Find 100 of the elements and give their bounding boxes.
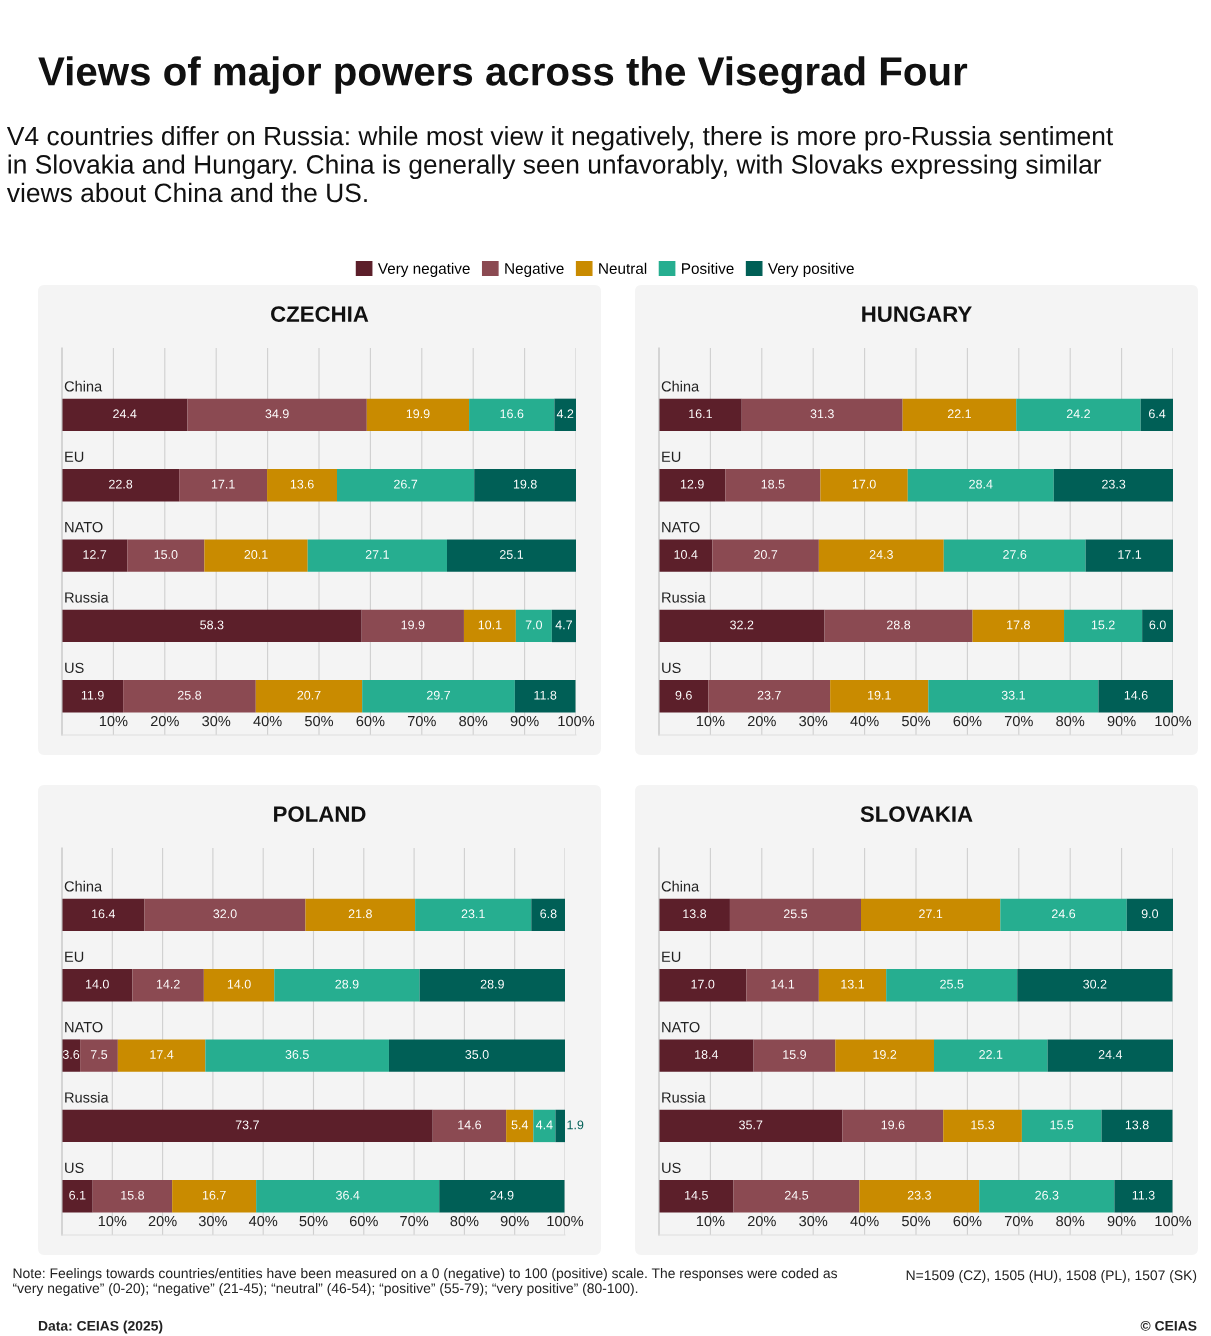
x-tick-label: 90%: [510, 715, 539, 727]
data-label: 35.0: [465, 1050, 489, 1059]
data-label: 14.6: [1124, 690, 1148, 700]
chart-title: HUNGARY: [862, 306, 972, 322]
bar: [659, 469, 726, 502]
y-tick-label: EU: [65, 951, 84, 962]
data-label: 23.7: [757, 690, 781, 700]
data-label: 6.0: [1149, 620, 1166, 630]
bar: [62, 898, 145, 932]
data-label: 28.8: [886, 620, 911, 630]
text: Data: CEIAS (2025): [38, 1320, 163, 1334]
bar: [818, 969, 887, 1002]
y-tick-label: Russia: [662, 1091, 706, 1103]
data-label: 24.4: [113, 409, 137, 419]
x-tick-label: 40%: [248, 1215, 278, 1227]
x-tick-label: 60%: [953, 1215, 982, 1227]
bar: [1021, 1109, 1102, 1143]
data-label: 11.9: [81, 690, 104, 700]
x-tick-label: 80%: [459, 715, 488, 727]
y-tick-label: Russia: [65, 1091, 109, 1103]
bar: [712, 539, 819, 572]
data-label: 33.1: [1001, 690, 1025, 700]
x-tick-label: 60%: [349, 1215, 378, 1227]
data-label: 12.9: [680, 479, 704, 489]
bar: [179, 469, 268, 502]
bar: [835, 1039, 934, 1072]
x-tick-label: 20%: [747, 715, 776, 727]
data-label: 9.0: [1141, 909, 1159, 919]
x-tick-label: 20%: [150, 715, 179, 727]
data-label: 17.4: [150, 1050, 174, 1059]
x-tick-label: 70%: [1004, 1215, 1033, 1227]
bar: [415, 898, 532, 932]
y-tick-label: Russia: [662, 591, 706, 603]
data-label: 58.3: [200, 620, 224, 630]
bar: [515, 609, 552, 643]
bar: [659, 898, 730, 932]
bar: [267, 469, 337, 502]
y-tick-label: Russia: [65, 591, 109, 603]
bar: [1016, 398, 1141, 432]
data-label: 28.4: [969, 479, 993, 489]
data-label: 15.2: [1091, 620, 1115, 630]
data-label: 14.1: [771, 979, 795, 989]
data-label: 6.4: [1149, 409, 1166, 419]
x-tick-label: 30%: [799, 715, 828, 727]
bar: [62, 539, 128, 572]
data-label: 19.9: [401, 620, 425, 630]
data-label: 10.4: [674, 550, 698, 559]
bar: [820, 469, 908, 502]
x-tick-label: 20%: [148, 1215, 177, 1227]
x-tick-label: 80%: [1056, 1215, 1085, 1227]
data-label: 23.3: [1102, 479, 1126, 489]
data-label: 30.2: [1083, 979, 1107, 989]
bar: [474, 469, 576, 502]
data-label: 14.5: [685, 1190, 708, 1200]
data-label: 73.7: [235, 1120, 259, 1130]
bar: [830, 680, 929, 713]
data-label: 16.4: [92, 909, 116, 919]
data-label: 24.4: [1098, 1050, 1123, 1059]
bar: [336, 469, 475, 502]
data-label: 4.7: [555, 620, 572, 630]
bar: [117, 1039, 206, 1072]
text: N=1509 (CZ), 1505 (HU), 1508 (PL), 1507 (SK): [906, 1270, 1197, 1283]
x-tick-label: 10%: [98, 1215, 127, 1227]
bar: [1064, 609, 1143, 643]
data-label: 19.2: [873, 1050, 897, 1059]
bar: [824, 609, 973, 643]
data-label: 21.8: [348, 909, 372, 919]
bar: [861, 898, 1001, 932]
x-tick-label: 80%: [1056, 715, 1085, 727]
bar: [1085, 539, 1173, 572]
bar: [902, 398, 1017, 432]
bar: [62, 398, 188, 432]
y-tick-label: NATO: [662, 521, 700, 533]
data-label: 4.2: [556, 409, 574, 419]
data-label: 24.2: [1066, 409, 1090, 419]
x-tick-label: 10%: [696, 715, 725, 727]
bar: [659, 609, 825, 643]
legend-label: Positive: [682, 262, 734, 274]
bar: [1047, 1039, 1173, 1072]
bar: [859, 1180, 980, 1213]
x-tick-label: 50%: [901, 1215, 931, 1227]
bar: [388, 1039, 565, 1072]
data-label: 22.1: [947, 409, 971, 419]
bar: [1053, 469, 1173, 502]
bar: [446, 539, 576, 572]
bar: [62, 609, 362, 643]
bar: [659, 539, 713, 572]
x-tick-label: 70%: [1004, 715, 1033, 727]
bar: [62, 1109, 433, 1143]
bar: [533, 1109, 556, 1143]
data-label: 6.8: [540, 909, 557, 919]
bar: [204, 539, 308, 572]
data-label: 17.0: [691, 979, 715, 989]
data-label: 13.6: [290, 479, 314, 489]
data-label: 15.0: [154, 550, 178, 559]
bar: [132, 969, 204, 1002]
x-tick-label: 80%: [450, 1215, 479, 1227]
bar: [1140, 398, 1173, 432]
data-label: 36.5: [285, 1050, 309, 1059]
data-label: 14.2: [156, 979, 180, 989]
